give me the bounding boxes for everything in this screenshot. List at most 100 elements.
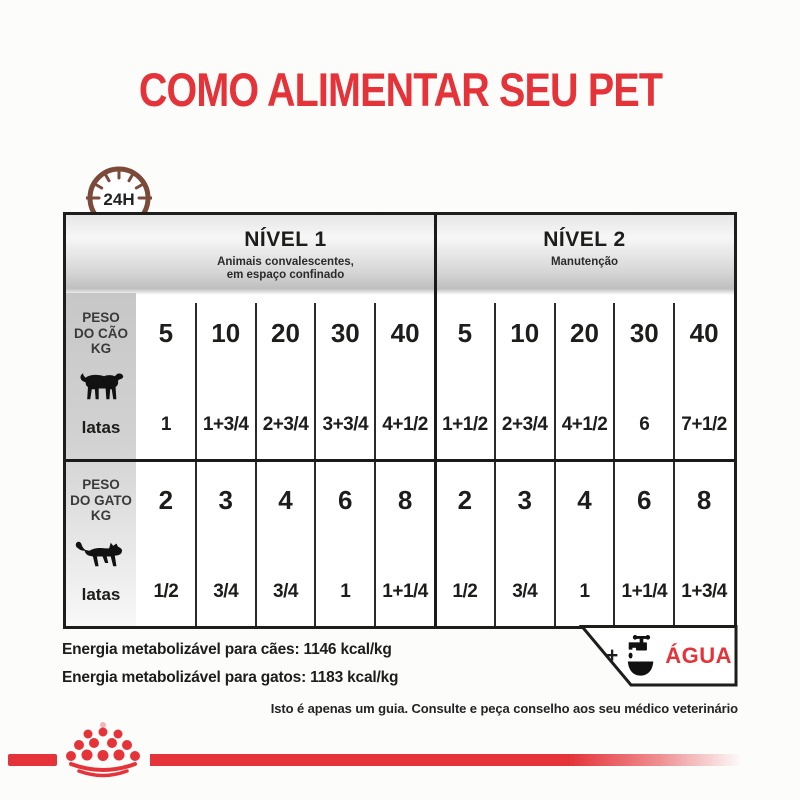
cans-value: 1+3/4 <box>681 581 727 602</box>
cans-value: 4+1/2 <box>382 414 428 435</box>
weight-value: 6 <box>338 485 353 515</box>
column-divider <box>613 303 616 626</box>
dog-unit-label: latas <box>81 418 121 437</box>
cat-l1-col1: 2 1/2 <box>136 462 196 626</box>
weight-value: 5 <box>158 318 174 348</box>
dog-l1-col3: 20 2+3/4 <box>256 295 316 459</box>
weight-value: 40 <box>689 318 719 348</box>
cat-l2-col4: 6 1+1/4 <box>614 462 674 626</box>
weight-value: 2 <box>457 485 473 515</box>
cat-icon <box>75 541 123 566</box>
weight-value: 6 <box>637 485 652 515</box>
level1-header: NÍVEL 1 Animais convalescentes, em espaç… <box>136 215 435 295</box>
cans-value: 1 <box>579 581 590 602</box>
level-divider <box>433 215 437 626</box>
weight-value: 20 <box>570 318 599 348</box>
level2-title: NÍVEL 2 <box>543 228 626 251</box>
dog-l2-col1: 5 1+1/2 <box>435 295 495 459</box>
dog-l2-col4: 30 6 <box>614 295 674 459</box>
dog-row-label: PESO DO CÃO KG latas <box>66 295 136 459</box>
dog-l2-col3: 20 4+1/2 <box>555 295 615 459</box>
brand-stripe-left <box>8 754 57 766</box>
weight-value: 10 <box>510 318 540 348</box>
svg-text:24H: 24H <box>103 190 134 209</box>
level1-title: NÍVEL 1 <box>244 228 327 251</box>
level2-header: NÍVEL 2 Manutenção <box>435 215 734 295</box>
table-header: NÍVEL 1 Animais convalescentes, em espaç… <box>66 215 734 295</box>
column-divider <box>553 303 556 626</box>
cans-value: 1+1/4 <box>382 581 428 602</box>
energy-cats-line: Energia metabolizável para gatos: 1183 k… <box>62 669 399 686</box>
weight-value: 5 <box>457 318 473 348</box>
column-divider <box>374 303 377 626</box>
cans-value: 3/4 <box>213 581 239 602</box>
cans-value: 3/4 <box>273 581 298 602</box>
cans-value: 1+1/2 <box>442 414 488 435</box>
dog-l1-col5: 40 4+1/2 <box>375 295 435 459</box>
dog-l1-col2: 10 1+3/4 <box>196 295 256 459</box>
water-content: + ÁGUA <box>606 629 732 683</box>
weight-value: 40 <box>390 318 420 348</box>
cans-value: 4+1/2 <box>561 414 608 435</box>
cans-value: 1+1/4 <box>621 581 668 602</box>
cat-l1-col2: 3 3/4 <box>196 462 256 626</box>
weight-value: 8 <box>696 485 712 515</box>
weight-value: 3 <box>218 485 233 515</box>
page-title: COMO ALIMENTAR SEU PET <box>138 63 662 116</box>
column-divider <box>254 303 257 626</box>
column-divider <box>314 303 317 626</box>
water-callout: + ÁGUA <box>558 625 740 691</box>
column-divider <box>493 303 496 626</box>
weight-value: 30 <box>330 318 360 348</box>
energy-dogs-line: Energia metabolizável para cães: 1146 kc… <box>62 641 392 658</box>
faucet-icon <box>628 635 654 676</box>
weight-value: 8 <box>397 485 413 515</box>
weight-value: 4 <box>577 485 592 515</box>
cans-value: 1+3/4 <box>202 414 249 435</box>
water-label: ÁGUA <box>665 643 732 668</box>
cans-value: 1/2 <box>452 581 478 602</box>
weight-value: 10 <box>211 318 241 348</box>
royal-canin-crown-logo <box>66 722 140 778</box>
cans-value: 1/2 <box>153 581 179 602</box>
cat-row-label: PESO DO GATO KG latas <box>66 462 136 626</box>
cans-value: 2+3/4 <box>262 414 309 435</box>
column-divider <box>673 303 676 626</box>
weight-value: 20 <box>271 318 300 348</box>
cans-value: 7+1/2 <box>681 414 727 435</box>
cans-value: 3/4 <box>512 581 538 602</box>
cans-value: 6 <box>639 414 650 435</box>
cat-l1-col3: 4 3/4 <box>256 462 316 626</box>
dog-l1-col4: 30 3+3/4 <box>315 295 375 459</box>
cans-value: 2+3/4 <box>501 414 548 435</box>
water-tab-outline <box>578 625 738 687</box>
energy-info: Energia metabolizável para cães: 1146 kc… <box>62 636 398 692</box>
disclaimer-text: Isto é apenas um guia. Consulte e peça c… <box>270 701 738 716</box>
cat-l2-col5: 8 1+3/4 <box>674 462 734 626</box>
weight-value: 3 <box>517 485 532 515</box>
cans-value: 1 <box>340 581 351 602</box>
weight-value: 4 <box>278 485 293 515</box>
cat-unit-label: latas <box>81 585 121 604</box>
brand-stripe-right <box>150 754 748 766</box>
cat-l2-col1: 2 1/2 <box>435 462 495 626</box>
feeding-table: NÍVEL 1 Animais convalescentes, em espaç… <box>63 212 737 629</box>
cans-value: 3+3/4 <box>322 414 369 435</box>
level2-subtitle: Manutenção <box>550 256 619 268</box>
cans-value: 1 <box>160 414 172 435</box>
cat-l1-col5: 8 1+1/4 <box>375 462 435 626</box>
level1-subtitle: Animais convalescentes, em espaço confin… <box>217 256 354 281</box>
weight-value: 30 <box>629 318 659 348</box>
dog-icon <box>80 372 124 400</box>
cat-weight-label: PESO DO GATO KG <box>70 477 132 523</box>
column-divider <box>194 303 197 626</box>
section-divider <box>66 459 734 462</box>
plus-sign: + <box>606 644 619 667</box>
cat-l2-col2: 3 3/4 <box>495 462 555 626</box>
